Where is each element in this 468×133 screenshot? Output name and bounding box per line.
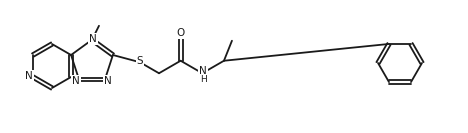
Text: N: N [72, 76, 80, 86]
Text: N: N [199, 66, 207, 76]
Text: N: N [89, 34, 97, 44]
Text: S: S [137, 56, 143, 66]
Text: N: N [104, 76, 112, 86]
Text: N: N [25, 71, 33, 81]
Text: O: O [176, 28, 185, 38]
Text: H: H [200, 75, 207, 84]
